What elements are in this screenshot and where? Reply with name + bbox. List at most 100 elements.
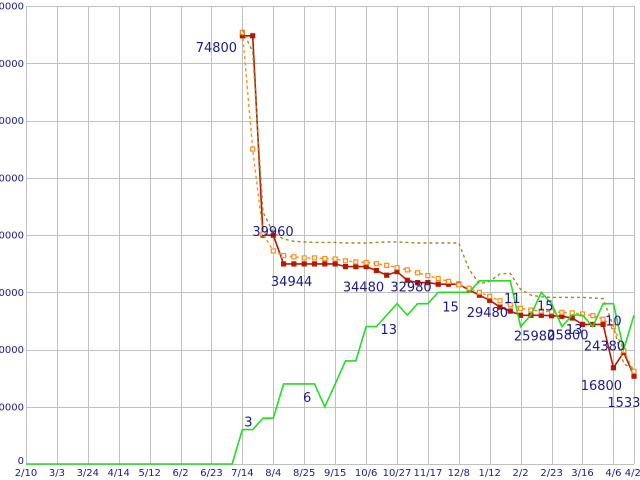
series-marker-price-avg bbox=[394, 265, 400, 271]
series-marker-price-avg bbox=[260, 231, 266, 237]
series-marker-price-main bbox=[435, 281, 441, 287]
x-axis-tick-label: 2/2 bbox=[513, 468, 529, 479]
series-marker-price-main bbox=[610, 365, 617, 371]
x-axis-tick-label: 4/6 bbox=[605, 468, 621, 479]
point-label: 34480 bbox=[343, 281, 384, 296]
x-axis-labels: 2/10 3/3 3/24 4/14 5/12 6/2 6/23 7/14 8/4 8/25 9/1… bbox=[15, 468, 640, 479]
point-label: 39960 bbox=[252, 225, 293, 240]
point-label: 24380 bbox=[584, 339, 625, 354]
x-axis-tick-label: 5/12 bbox=[138, 468, 160, 479]
volume-label: 10 bbox=[605, 315, 622, 330]
x-axis-tick-label: 8/4 bbox=[265, 468, 281, 479]
series-marker-price-avg bbox=[332, 256, 338, 262]
series-marker-price-main bbox=[425, 280, 431, 286]
x-axis-tick-label: 8/25 bbox=[293, 468, 315, 479]
series-marker-price-main bbox=[404, 277, 410, 283]
volume-label: 15 bbox=[442, 300, 459, 315]
point-label: 32980 bbox=[390, 281, 431, 296]
series-marker-price-main bbox=[301, 261, 307, 267]
series-marker-price-main bbox=[600, 321, 606, 327]
series-marker-price-avg bbox=[415, 270, 421, 276]
series-marker-price-main bbox=[559, 313, 565, 319]
series-marker-price-main bbox=[311, 261, 318, 267]
volume-point-labels: 3 6 13 15 11 15 13 10 bbox=[244, 292, 621, 431]
x-axis-tick-label: 3/3 bbox=[49, 468, 65, 479]
point-label: 25800 bbox=[547, 328, 588, 343]
point-label: 34944 bbox=[271, 275, 312, 290]
series-marker-price-avg bbox=[590, 313, 596, 319]
series-marker-price-avg bbox=[342, 258, 349, 264]
series-marker-price-main bbox=[342, 264, 349, 270]
series-marker-price-avg bbox=[322, 255, 328, 262]
series-marker-price-main bbox=[415, 280, 421, 286]
y-axis-tick-label: 30000 bbox=[0, 288, 24, 299]
volume-label: 13 bbox=[566, 323, 583, 338]
y-axis-tick-label: 60000 bbox=[0, 116, 24, 127]
series-marker-price-avg bbox=[456, 282, 462, 288]
series-marker-price-main bbox=[373, 267, 379, 274]
y-axis-tick-label: 20000 bbox=[0, 345, 24, 356]
x-axis-tick-label: 6/2 bbox=[173, 468, 189, 479]
y-axis-labels: 0 10000 20000 30000 40000 50000 60000 70000 8000… bbox=[0, 2, 24, 468]
series-marker-price-main bbox=[363, 264, 369, 270]
series-marker-price-avg bbox=[353, 259, 359, 265]
series-marker-price-avg bbox=[301, 255, 307, 261]
series-marker-price-main bbox=[631, 373, 637, 379]
series-marker-price-main bbox=[322, 261, 328, 267]
y-axis-tick-label: 0 bbox=[18, 456, 24, 467]
point-label: 15330 bbox=[607, 396, 640, 411]
x-axis-tick-label: 2/23 bbox=[540, 468, 562, 479]
grid-lines bbox=[26, 6, 635, 465]
x-axis-tick-label: 12/8 bbox=[448, 468, 470, 479]
x-axis-tick-label: 10/6 bbox=[355, 468, 377, 479]
series-marker-price-avg bbox=[373, 261, 379, 267]
volume-label: 15 bbox=[537, 299, 554, 314]
series-marker-price-avg bbox=[466, 285, 472, 291]
y-axis-tick-label: 70000 bbox=[0, 59, 24, 70]
series-marker-price-main bbox=[517, 312, 524, 318]
series-marker-price-avg bbox=[270, 248, 276, 254]
series-marker-price-avg bbox=[497, 298, 503, 304]
series-marker-price-main bbox=[497, 304, 503, 310]
series-marker-price-avg bbox=[548, 309, 555, 315]
x-axis-tick-label: 10/27 bbox=[383, 468, 412, 479]
volume-label: 6 bbox=[303, 391, 311, 406]
y-axis-tick-label: 10000 bbox=[0, 402, 24, 413]
series-marker-price-main bbox=[332, 261, 338, 267]
series-marker-price-main bbox=[384, 272, 390, 278]
series-marker-price-avg bbox=[487, 293, 493, 299]
x-axis-tick-label: 11/17 bbox=[413, 468, 442, 479]
point-label: 25980 bbox=[514, 329, 555, 344]
series-marker-price-avg bbox=[363, 259, 369, 266]
series-marker-price-avg bbox=[250, 146, 256, 152]
volume-label: 3 bbox=[244, 416, 252, 431]
series-marker-price-avg bbox=[291, 254, 297, 260]
series-marker-price-main bbox=[250, 33, 256, 39]
x-axis-tick-label: 9/15 bbox=[324, 468, 346, 479]
x-axis-tick-label: 4/14 bbox=[107, 468, 129, 479]
x-axis-tick-label: 3/16 bbox=[571, 468, 593, 479]
series-lines bbox=[26, 29, 637, 465]
series-line-volume-count bbox=[26, 280, 635, 465]
series-marker-price-avg bbox=[404, 267, 410, 273]
y-axis-tick-label: 40000 bbox=[0, 231, 24, 242]
series-marker-price-avg bbox=[384, 262, 390, 268]
series-marker-price-avg bbox=[435, 275, 441, 282]
series-line-price-high bbox=[241, 29, 635, 371]
series-marker-price-main bbox=[353, 264, 359, 270]
y-axis-tick-label: 50000 bbox=[0, 173, 24, 184]
series-marker-price-avg bbox=[569, 310, 575, 316]
series-marker-price-avg bbox=[476, 289, 482, 295]
y-axis-tick-label: 80000 bbox=[0, 2, 24, 13]
x-axis-tick-label: 4/20 bbox=[625, 468, 640, 479]
x-axis-tick-label: 1/12 bbox=[478, 468, 500, 479]
data-point-labels: 74800 39960 34944 34480 32980 29480 2598025800… bbox=[196, 41, 640, 411]
point-label: 74800 bbox=[196, 41, 237, 56]
series-marker-price-avg bbox=[281, 253, 287, 259]
x-axis-tick-label: 3/24 bbox=[77, 468, 99, 479]
series-marker-price-avg bbox=[600, 316, 606, 322]
point-label: 16800 bbox=[581, 379, 622, 394]
volume-label: 11 bbox=[504, 292, 521, 307]
